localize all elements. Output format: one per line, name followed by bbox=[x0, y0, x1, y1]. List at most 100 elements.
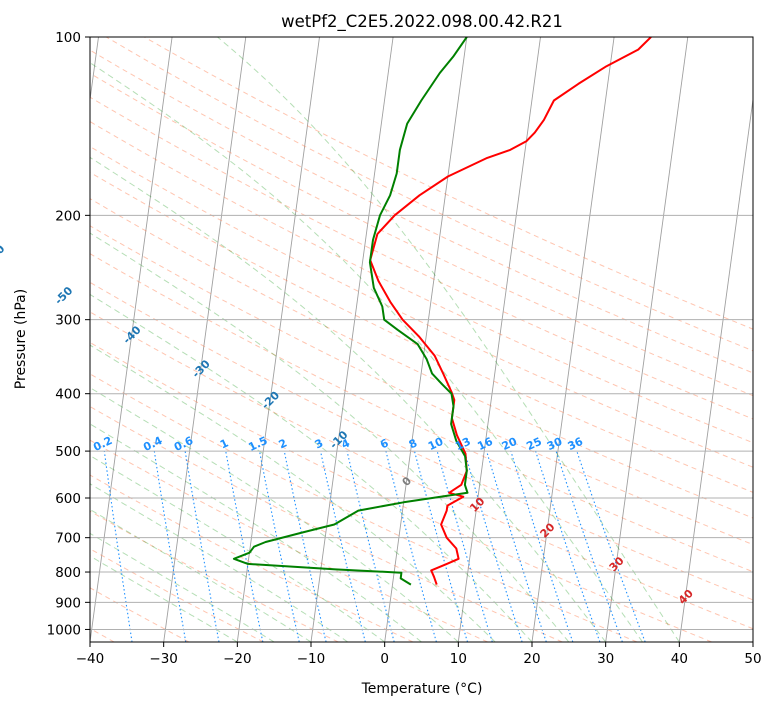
dry-adiabat-line bbox=[90, 510, 339, 642]
mixing-ratio-label: 10 bbox=[426, 435, 446, 453]
mixing-ratio-line bbox=[283, 450, 327, 642]
mixing-ratio-line bbox=[385, 450, 437, 642]
x-tick-label: 10 bbox=[450, 651, 467, 667]
mixing-ratio-label: 13 bbox=[453, 435, 472, 453]
dry-adiabat-line bbox=[90, 405, 563, 642]
mixing-ratio-line bbox=[436, 450, 493, 642]
y-tick-label: 1000 bbox=[47, 622, 81, 638]
moist-adiabat-line bbox=[90, 293, 533, 642]
isotherm-label: -60 bbox=[0, 242, 8, 265]
y-tick-label: 800 bbox=[55, 565, 81, 581]
dry-adiabat-line bbox=[90, 474, 414, 642]
moist-adiabat-line bbox=[90, 156, 607, 642]
y-tick-label: 500 bbox=[55, 444, 81, 460]
mixing-ratio-line bbox=[225, 450, 264, 642]
moist-adiabat-line bbox=[90, 344, 496, 642]
x-tick-label: −10 bbox=[297, 651, 326, 667]
mixing-ratio-line bbox=[486, 450, 547, 642]
dry-adiabat-line bbox=[90, 281, 753, 601]
dry-adiabat-line bbox=[90, 121, 753, 444]
moist-adiabat-line bbox=[217, 37, 680, 642]
tick-layer: −40 −30 −20 −10 0 10 20 30 40 50 100 200 300 400 500 60… bbox=[47, 30, 762, 667]
mixing-ratio-line bbox=[184, 451, 220, 642]
x-tick-label: 50 bbox=[744, 651, 761, 667]
dry-adiabat-line bbox=[90, 171, 753, 493]
dry-adiabat-line bbox=[144, 37, 753, 330]
moist-adiabat-line bbox=[90, 555, 238, 642]
y-tick-label: 100 bbox=[55, 30, 81, 46]
isotherm-label: -30 bbox=[190, 357, 213, 380]
moist-adiabat-line bbox=[90, 423, 422, 642]
moist-adiabat-line bbox=[90, 483, 349, 642]
y-tick-label: 300 bbox=[55, 313, 81, 329]
mixing-ratio-label: 25 bbox=[524, 435, 543, 453]
isotherm-line bbox=[90, 37, 173, 642]
isotherm-line bbox=[752, 638, 753, 642]
mixing-ratio-line bbox=[103, 451, 133, 642]
x-tick-label: −20 bbox=[223, 651, 252, 667]
dry-adiabat-line bbox=[90, 253, 753, 573]
y-tick-label: 400 bbox=[55, 387, 81, 403]
y-tick-label: 200 bbox=[55, 208, 81, 224]
y-axis-title: Pressure (hPa) bbox=[13, 289, 29, 389]
moist-adiabat-line bbox=[90, 532, 275, 642]
mixing-ratio-label: 30 bbox=[545, 435, 565, 453]
mixing-ratio-label: 16 bbox=[475, 435, 495, 453]
isotherm-line bbox=[531, 37, 615, 642]
dry-adiabat-line bbox=[90, 341, 712, 642]
mixing-ratio-label: 2 bbox=[277, 436, 289, 451]
dry-adiabat-line bbox=[90, 373, 638, 642]
mixing-ratio-label: 8 bbox=[407, 436, 419, 451]
y-tick-label: 900 bbox=[55, 595, 81, 611]
sounding-series bbox=[232, 37, 652, 586]
mixing-ratio-line bbox=[510, 450, 574, 642]
x-tick-label: 20 bbox=[523, 651, 540, 667]
dry-adiabat-line bbox=[90, 439, 488, 642]
isotherm-line bbox=[163, 37, 247, 642]
dry-adiabat-line bbox=[90, 311, 753, 630]
reference-lines bbox=[90, 37, 753, 642]
moist-adiabat-line bbox=[90, 508, 312, 642]
mixing-ratio-line bbox=[576, 450, 646, 642]
dry-adiabat-line bbox=[90, 96, 753, 420]
isotherm-label: -20 bbox=[259, 388, 282, 411]
isotherm-line bbox=[384, 37, 468, 642]
isotherm-line bbox=[236, 37, 320, 642]
moist-adiabat-line bbox=[90, 387, 459, 642]
chart-title: wetPf2_C2E5.2022.098.00.42.R21 bbox=[281, 12, 563, 32]
dry-adiabat-line bbox=[90, 198, 753, 519]
x-tick-label: −40 bbox=[76, 651, 105, 667]
y-tick-label: 700 bbox=[55, 531, 81, 547]
isotherm-line bbox=[605, 37, 689, 642]
mixing-ratio-line bbox=[463, 450, 523, 642]
mixing-ratio-line bbox=[258, 450, 300, 642]
mixing-ratio-label: 1 bbox=[218, 436, 230, 451]
isotherm-line bbox=[678, 96, 753, 642]
mixing-ratio-line bbox=[319, 450, 366, 642]
y-tick-label: 600 bbox=[55, 491, 81, 507]
dry-adiabat-line bbox=[90, 49, 753, 374]
dry-adiabat-line bbox=[90, 72, 753, 397]
isotherm-line bbox=[310, 37, 394, 642]
isotherm-label: -40 bbox=[120, 323, 143, 346]
mixing-ratio-line bbox=[153, 451, 187, 642]
mixing-ratio-line bbox=[555, 450, 623, 642]
x-tick-label: 30 bbox=[597, 651, 614, 667]
temperature-profile-line bbox=[369, 37, 652, 585]
x-tick-label: 0 bbox=[380, 651, 389, 667]
mixing-ratio-label: 20 bbox=[500, 435, 520, 453]
plot-frame bbox=[89, 36, 754, 643]
x-tick-label: −30 bbox=[149, 651, 178, 667]
isotherm-label: -50 bbox=[52, 284, 75, 307]
mixing-ratio-label: 36 bbox=[566, 435, 586, 453]
moist-adiabat-line bbox=[90, 62, 643, 642]
dewpoint-profile-line bbox=[232, 37, 469, 586]
dry-adiabat-line bbox=[90, 225, 753, 546]
x-tick-label: 40 bbox=[671, 651, 688, 667]
isotherm-line bbox=[457, 37, 541, 642]
moist-adiabat-line bbox=[90, 455, 385, 642]
x-axis-title: Temperature (°C) bbox=[361, 681, 483, 697]
isotherm-label: 40 bbox=[676, 587, 696, 607]
dry-adiabat-line bbox=[90, 146, 753, 468]
